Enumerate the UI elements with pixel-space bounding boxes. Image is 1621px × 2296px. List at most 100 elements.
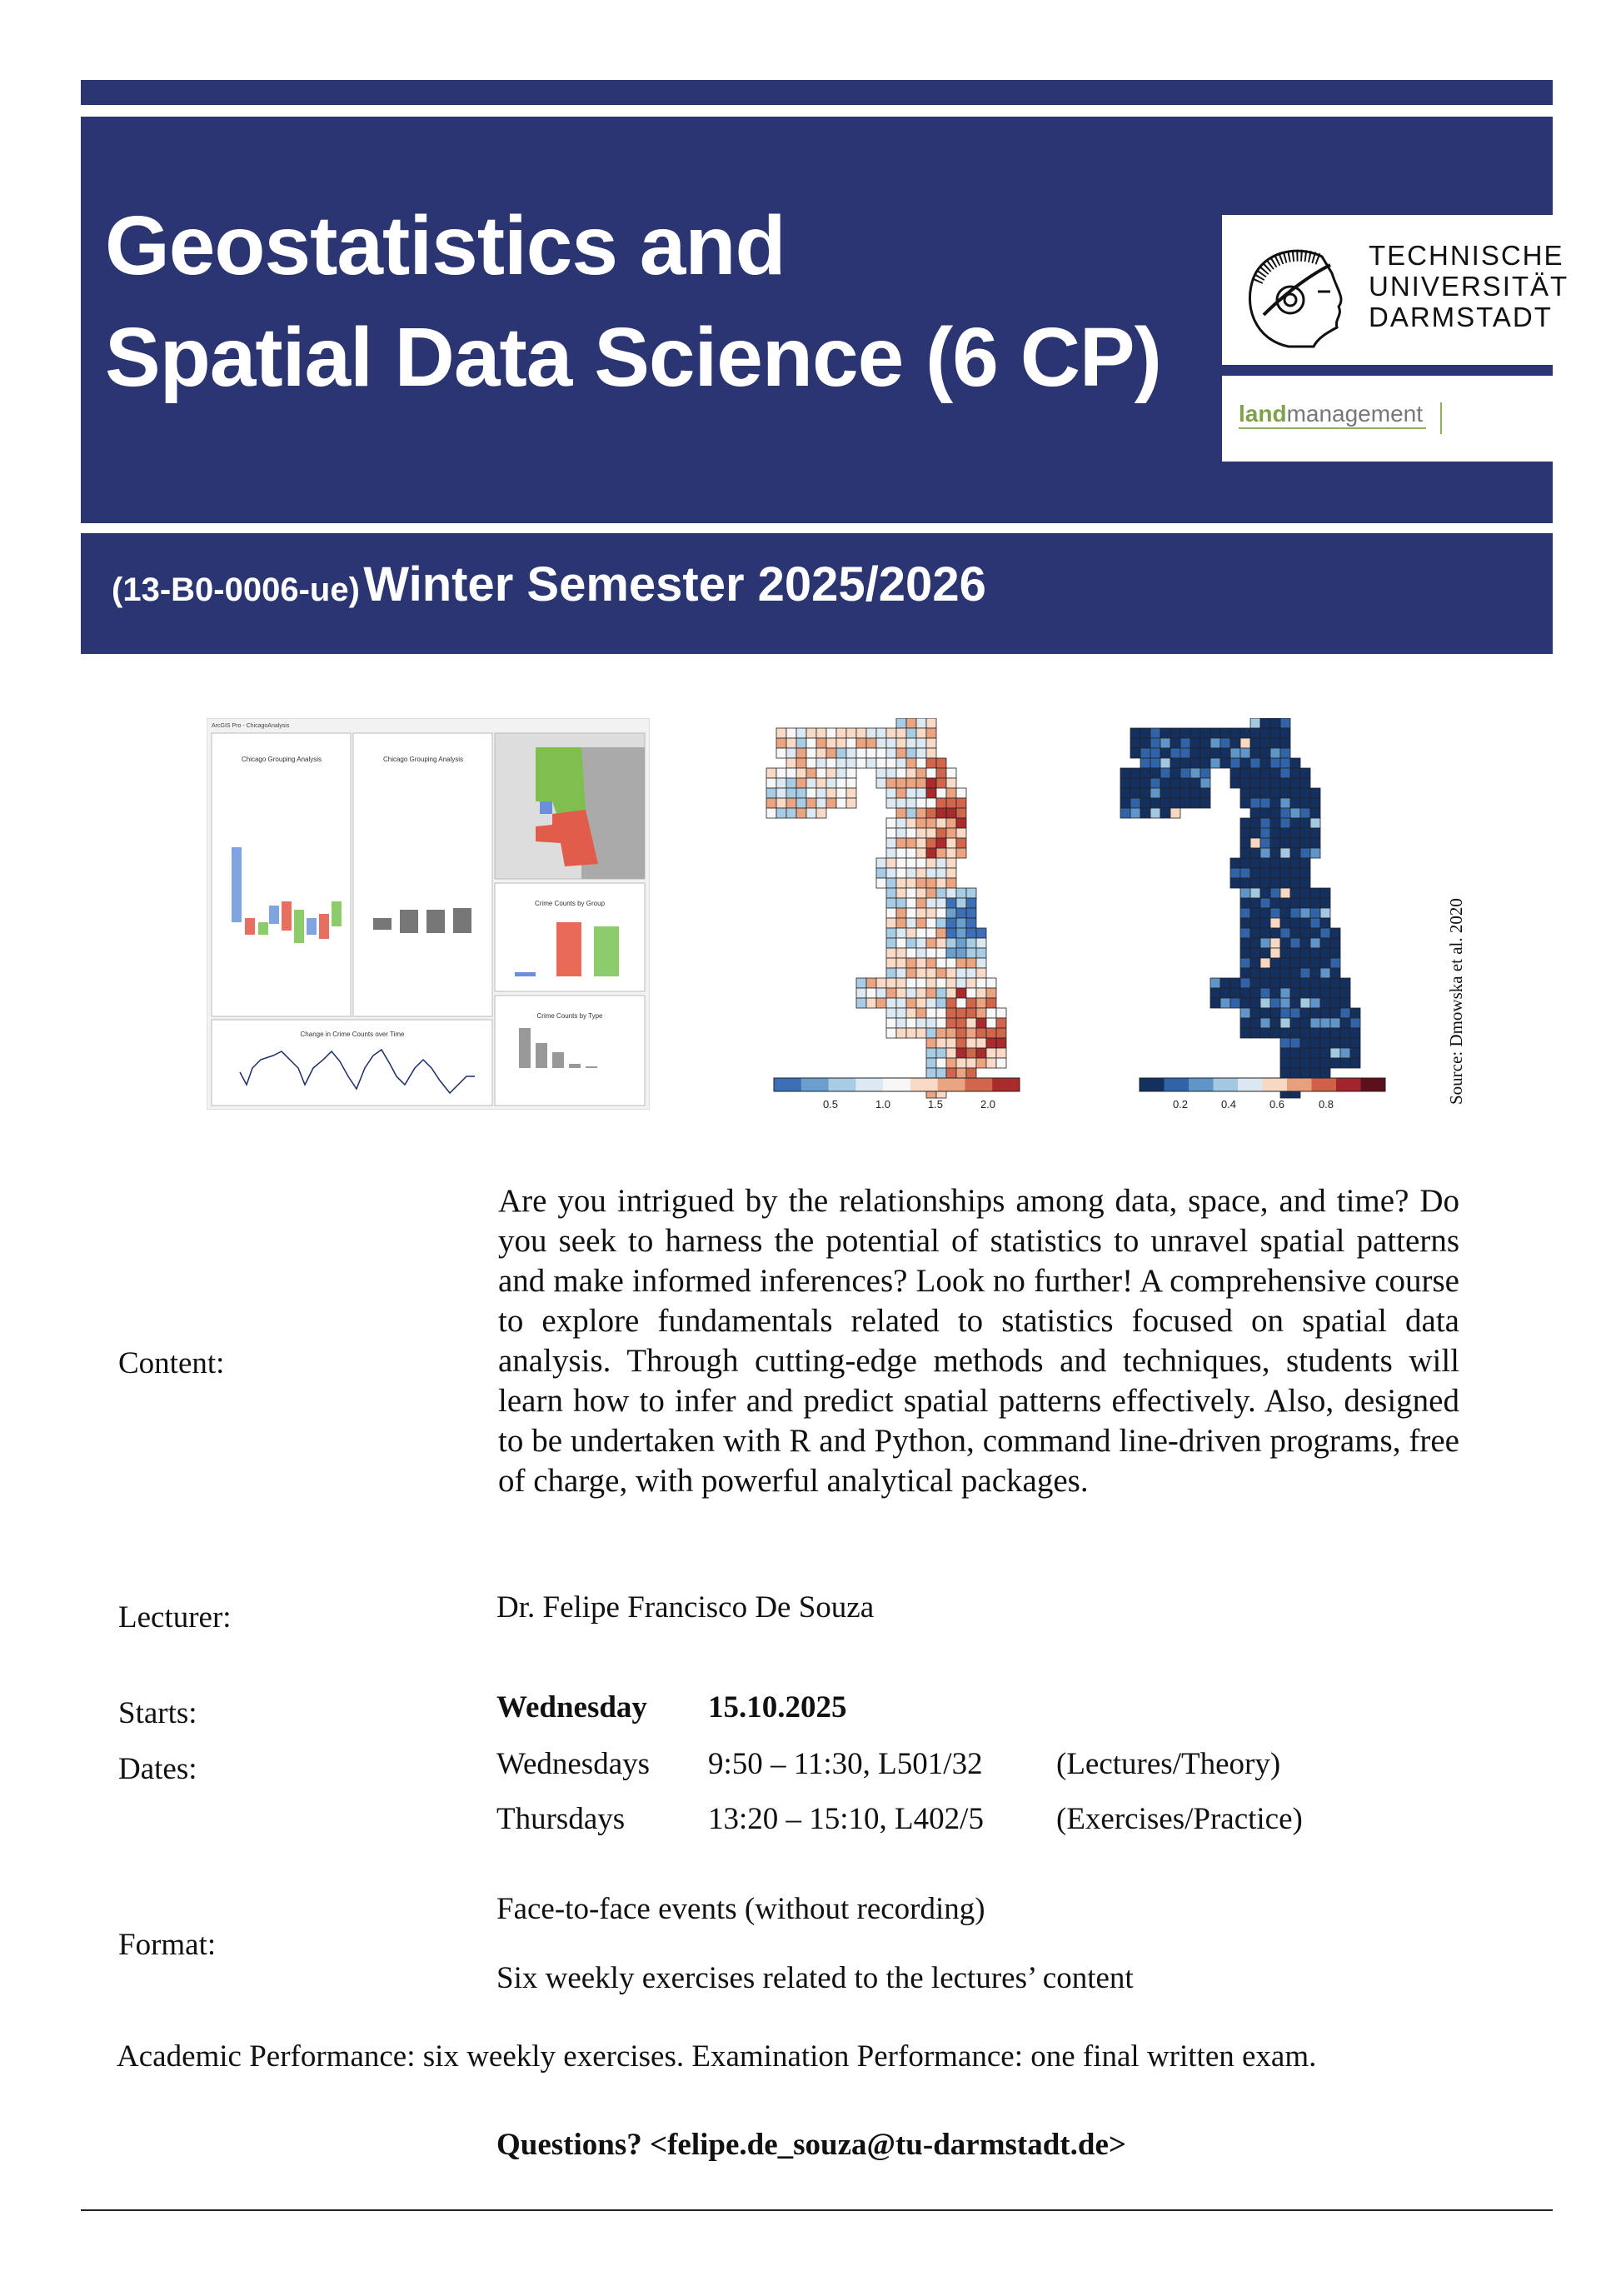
map-cell bbox=[895, 837, 907, 849]
map-cell bbox=[945, 947, 957, 959]
map-cell bbox=[935, 807, 947, 819]
panel-title: Crime Counts by Group bbox=[535, 900, 606, 907]
colorbar-swatch bbox=[774, 1078, 802, 1091]
map-cell bbox=[835, 747, 847, 759]
map-cell bbox=[875, 877, 887, 889]
map-cell bbox=[1299, 997, 1311, 1009]
map-cell bbox=[1229, 877, 1241, 889]
map-cell bbox=[776, 767, 787, 779]
map-cell bbox=[945, 787, 957, 799]
map-cell bbox=[915, 917, 927, 929]
map-cell bbox=[1210, 727, 1221, 739]
map-cell bbox=[925, 1067, 937, 1079]
map-cell bbox=[985, 997, 997, 1009]
map-cell bbox=[1259, 917, 1271, 929]
logo-divider bbox=[1440, 402, 1442, 434]
map-cell bbox=[885, 1007, 897, 1019]
map-cell bbox=[935, 767, 947, 779]
map-cell bbox=[1229, 767, 1241, 779]
map-cell bbox=[915, 987, 927, 999]
colorbar-tick: 1.5 bbox=[928, 1098, 943, 1110]
map-cell bbox=[1229, 777, 1241, 789]
map-cell bbox=[905, 797, 917, 809]
map-cell bbox=[955, 1067, 967, 1079]
map-cell bbox=[1339, 977, 1351, 989]
map-cell bbox=[1249, 857, 1261, 869]
map-cell bbox=[865, 747, 877, 759]
map-cell bbox=[825, 787, 837, 799]
map-cell bbox=[1249, 807, 1261, 819]
map-cell bbox=[875, 757, 887, 769]
map-cell bbox=[1289, 907, 1301, 919]
map-cell bbox=[895, 937, 907, 949]
map-cell bbox=[835, 767, 847, 779]
map-cell bbox=[1229, 997, 1241, 1009]
map-cell bbox=[1289, 887, 1301, 899]
map-cell bbox=[925, 957, 937, 969]
map-cell bbox=[1289, 937, 1301, 949]
map-cell bbox=[855, 727, 867, 739]
format-line: Face-to-face events (without recording) bbox=[496, 1892, 985, 1926]
map-cell bbox=[1309, 977, 1321, 989]
map-cell bbox=[905, 1027, 917, 1039]
map-cell bbox=[845, 727, 857, 739]
map-cell bbox=[1279, 1067, 1291, 1079]
map-cell bbox=[1259, 757, 1271, 769]
map-cell bbox=[1140, 797, 1151, 809]
map-cell bbox=[855, 997, 867, 1009]
map-cell bbox=[1249, 837, 1261, 849]
landmanagement-wordmark: landmanagement bbox=[1239, 401, 1426, 429]
map-cell bbox=[895, 947, 907, 959]
map-cell bbox=[935, 847, 947, 859]
map-cell bbox=[935, 837, 947, 849]
map-cell bbox=[1289, 927, 1301, 939]
map-cell bbox=[895, 827, 907, 839]
map-cell bbox=[935, 787, 947, 799]
map-cell bbox=[1329, 1027, 1341, 1039]
map-cell bbox=[1219, 737, 1231, 749]
map-cell bbox=[1170, 777, 1181, 789]
map-cell bbox=[1269, 787, 1281, 799]
colorbar-swatch bbox=[828, 1078, 856, 1091]
map-cell bbox=[1130, 787, 1141, 799]
map-cell bbox=[1349, 1027, 1361, 1039]
map-cell bbox=[1269, 907, 1281, 919]
map-cell bbox=[965, 1057, 977, 1069]
map-cell bbox=[955, 1017, 967, 1029]
map-cell bbox=[1299, 1007, 1311, 1019]
colorbar-tick: 0.5 bbox=[823, 1098, 838, 1110]
contact-email-link[interactable]: <felipe.de_souza@tu-darmstadt.de> bbox=[650, 2128, 1126, 2162]
map-cell bbox=[1239, 747, 1251, 759]
map-cell bbox=[1249, 1007, 1261, 1019]
map-cell bbox=[766, 787, 777, 799]
map-cell bbox=[1200, 787, 1211, 799]
map-cell bbox=[1329, 967, 1341, 979]
map-cell bbox=[1259, 987, 1271, 999]
map-cell bbox=[1289, 1037, 1301, 1049]
map-cell bbox=[1269, 777, 1281, 789]
map-cell bbox=[905, 917, 917, 929]
map-cell bbox=[1249, 927, 1261, 939]
content-description: Are you intrigued by the relationships a… bbox=[498, 1183, 1459, 1499]
map-cell bbox=[1319, 987, 1331, 999]
map-cell bbox=[895, 977, 907, 989]
map-cell bbox=[1299, 877, 1311, 889]
colorbar-tick: 1.0 bbox=[875, 1098, 890, 1110]
map-cell bbox=[1239, 987, 1251, 999]
map-cell bbox=[895, 718, 907, 729]
map-cell bbox=[945, 1037, 957, 1049]
map-cell bbox=[875, 737, 887, 749]
map-cell bbox=[935, 827, 947, 839]
title-line-1: Geostatistics and bbox=[105, 199, 786, 292]
map-cell bbox=[895, 817, 907, 829]
map-cell bbox=[1319, 977, 1331, 989]
map-cell bbox=[766, 777, 777, 789]
map-cell bbox=[935, 967, 947, 979]
colorbar-tick: 0.6 bbox=[1269, 1098, 1284, 1110]
map-cell bbox=[875, 777, 887, 789]
map-cell bbox=[955, 1007, 967, 1019]
map-cell bbox=[1239, 727, 1251, 739]
map-cell bbox=[1249, 827, 1261, 839]
map-cell bbox=[925, 947, 937, 959]
map-cell bbox=[1289, 817, 1301, 829]
